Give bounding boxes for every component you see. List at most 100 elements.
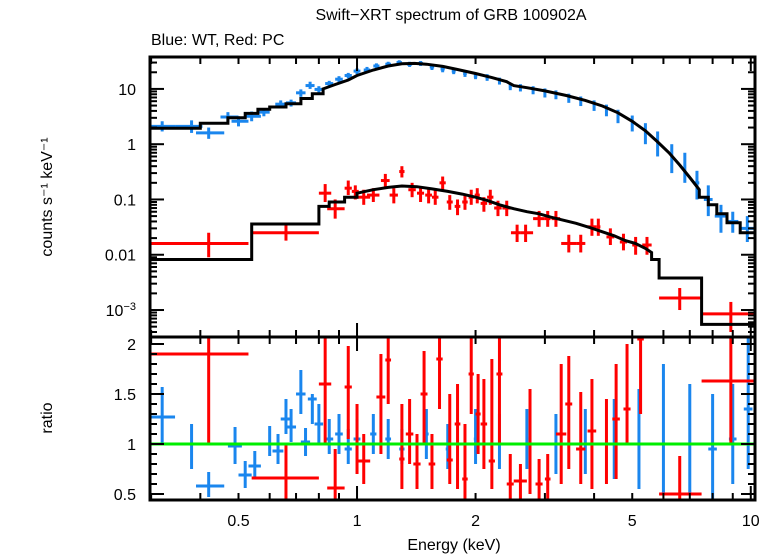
- wt-data-point: [150, 121, 176, 132]
- ratio-wt-point: [525, 409, 529, 469]
- wt-data-point: [714, 204, 727, 233]
- y-tick-label: 10: [118, 82, 136, 99]
- ratio-pc-point: [659, 456, 702, 500]
- ratio-pc-point: [488, 359, 495, 489]
- ratio-y-tick-label: 0.5: [114, 487, 136, 504]
- ratio-wt-point: [272, 434, 284, 464]
- ratio-pc-point: [327, 449, 345, 500]
- wt-data-point: [683, 152, 687, 183]
- pc-data-point: [150, 232, 249, 258]
- ratio-pc-point: [475, 374, 481, 454]
- ratio-wt-point: [285, 409, 297, 442]
- ratio-wt-point: [370, 414, 377, 454]
- ratio-pc-point: [385, 337, 392, 404]
- y-tick-label: 0.1: [114, 192, 136, 209]
- ratio-y-tick-label: 2: [127, 337, 136, 354]
- ratio-pc-point: [150, 337, 249, 444]
- ratio-pc-point: [513, 464, 527, 500]
- pc-data-point: [416, 186, 425, 202]
- y-axis-label-spectrum: counts s⁻¹ keV⁻¹: [39, 137, 56, 256]
- x-tick-label: 5: [628, 513, 637, 530]
- spectrum-panel-data: [150, 60, 755, 333]
- ratio-wt-point: [238, 461, 252, 488]
- pc-data-point: [596, 218, 601, 236]
- ratio-pc-point: [420, 351, 428, 444]
- wt-data-point: [305, 81, 315, 89]
- ratio-pc-point: [318, 337, 332, 444]
- ratio-frame: [148, 335, 757, 502]
- pc-data-point: [446, 195, 453, 210]
- y-axis-label-ratio: ratio: [39, 402, 56, 433]
- pc-data-point: [344, 180, 352, 196]
- ratio-pc-point: [565, 356, 573, 469]
- ratio-pc-point: [405, 399, 414, 464]
- ratio-wt-point: [385, 419, 392, 459]
- ratio-pc-point: [480, 379, 488, 469]
- x-tick-label: 1: [353, 513, 362, 530]
- ratio-panel-data: [150, 337, 755, 500]
- pc-data-point: [576, 234, 586, 253]
- ratio-pc-point: [462, 424, 468, 500]
- ratio-wt-point: [296, 370, 306, 414]
- pc-data-point: [642, 236, 652, 255]
- pc-data-point: [454, 199, 461, 216]
- ratio-wt-point: [314, 404, 324, 444]
- y-tick-label: 0.01: [105, 248, 136, 265]
- pc-data-point: [318, 184, 332, 202]
- ratio-pc-point: [637, 337, 644, 414]
- pc-data-point: [659, 288, 702, 311]
- pc-data-point: [425, 188, 432, 204]
- wt-model-line: [150, 61, 755, 235]
- ratio-pc-point: [436, 337, 443, 409]
- wt-data-point: [296, 89, 306, 97]
- pc-data-point: [474, 188, 480, 204]
- wt-data-point: [196, 127, 225, 139]
- ratio-pc-point: [454, 384, 461, 489]
- ratio-pc-point: [399, 404, 405, 489]
- ratio-pc-point: [496, 337, 503, 444]
- ratio-wt-point: [583, 409, 587, 474]
- ratio-wt-point: [300, 428, 311, 456]
- pc-data-point: [431, 189, 439, 205]
- ratio-pc-point: [344, 346, 352, 439]
- ratio-pc-point: [376, 354, 386, 454]
- pc-data-point: [510, 224, 521, 243]
- ratio-pc-point: [506, 454, 514, 500]
- ratio-wt-point: [196, 472, 225, 497]
- pc-data-point: [251, 224, 319, 241]
- ratio-wt-point: [661, 364, 665, 494]
- ratio-wt-point: [150, 387, 176, 444]
- ratio-pc-point: [446, 394, 453, 484]
- ratio-wt-point: [708, 394, 717, 499]
- pc-data-point: [462, 195, 468, 210]
- ratio-pc-point: [587, 379, 597, 489]
- chart-subtitle: Blue: WT, Red: PC: [151, 32, 284, 49]
- chart-title: Swift−XRT spectrum of GRB 100902A: [315, 7, 586, 24]
- ratio-pc-point: [612, 364, 620, 479]
- y-tick-label: 1: [127, 137, 136, 154]
- ratio-pc-point: [357, 434, 371, 484]
- x-tick-label: 0.5: [227, 513, 249, 530]
- ratio-pc-point: [555, 364, 567, 484]
- ratio-pc-point: [535, 459, 543, 500]
- ratio-pc-point: [623, 344, 631, 444]
- pc-data-point: [520, 224, 534, 243]
- ratio-wt-point: [248, 451, 261, 478]
- ratio-pc-point: [251, 444, 319, 500]
- pc-data-point: [439, 176, 446, 190]
- ratio-wt-point: [335, 414, 343, 454]
- x-axis-label: Energy (keV): [407, 537, 500, 554]
- ratio-pc-point: [701, 337, 755, 444]
- ratio-wt-point: [637, 389, 641, 489]
- x-tick-label: 10: [742, 513, 760, 530]
- ratio-y-tick-label: 1.5: [114, 387, 136, 404]
- pc-data-point: [399, 166, 405, 178]
- wt-data-point: [335, 76, 343, 83]
- ratio-pc-point: [468, 337, 474, 414]
- ratio-pc-point: [544, 454, 551, 500]
- pc-model-line: [150, 184, 755, 326]
- pc-data-point: [561, 234, 577, 253]
- x-tick-label: 2: [471, 513, 480, 530]
